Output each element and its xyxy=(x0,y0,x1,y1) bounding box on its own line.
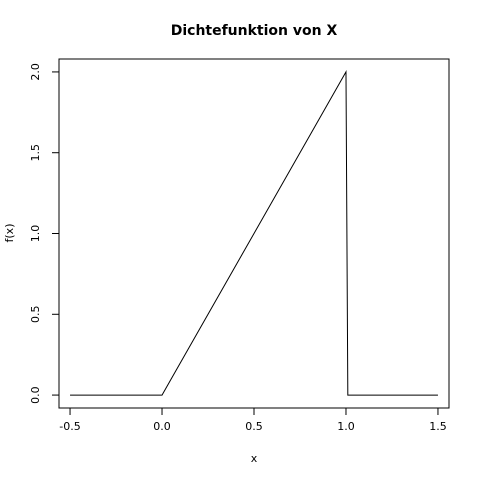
x-tick-label: 1.0 xyxy=(337,420,355,433)
y-axis-label: f(x) xyxy=(3,224,16,243)
y-tick-label: 0.0 xyxy=(29,386,42,404)
y-axis: 0.0 0.5 1.0 1.5 2.0 xyxy=(29,63,60,404)
x-tick-label: -0.5 xyxy=(59,420,80,433)
x-tick-label: 0.0 xyxy=(153,420,171,433)
y-tick-label: 1.5 xyxy=(29,144,42,162)
chart-title: Dichtefunktion von X xyxy=(171,23,338,39)
y-tick-label: 0.5 xyxy=(29,306,42,324)
x-tick-label: 0.5 xyxy=(245,420,263,433)
y-tick-label: 2.0 xyxy=(29,63,42,81)
density-curve xyxy=(70,70,438,396)
y-tick-label: 1.0 xyxy=(29,225,42,243)
x-tick-label: 1.5 xyxy=(429,420,447,433)
x-axis: -0.5 0.0 0.5 1.0 1.5 xyxy=(59,407,447,433)
x-axis-label: x xyxy=(251,452,258,465)
